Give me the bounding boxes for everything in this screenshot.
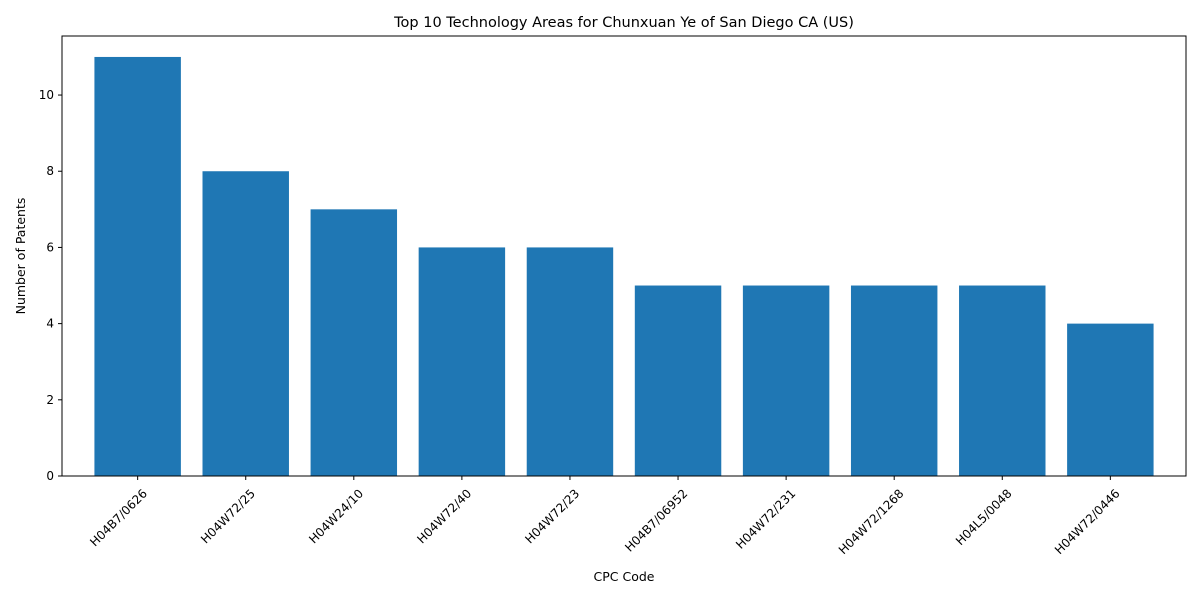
x-tick-label: H04W72/0446 — [1052, 486, 1123, 557]
y-tick-label: 10 — [39, 88, 54, 102]
x-axis-ticks: H04B7/0626 H04W72/25 H04W24/10 H04W72/40 H04… — [87, 476, 1122, 557]
y-axis-ticks: 0 2 4 6 8 10 — [39, 88, 62, 483]
x-axis-label: CPC Code — [594, 569, 655, 584]
x-tick-label: H04W72/1268 — [836, 486, 907, 557]
bar-h04w24-10 — [311, 209, 397, 476]
x-tick-label: H04B7/0626 — [87, 486, 150, 549]
bar-h04w72-0446 — [1067, 324, 1153, 476]
y-tick-label: 8 — [46, 164, 54, 178]
bar-h04w72-40 — [419, 247, 505, 476]
bar-h04b7-0626 — [94, 57, 180, 476]
bar-h04l5-0048 — [959, 286, 1045, 476]
bar-h04w72-231 — [743, 286, 829, 476]
x-tick-label: H04W72/40 — [414, 486, 474, 546]
x-tick-label: H04W72/25 — [198, 486, 258, 546]
x-tick-label: H04L5/0048 — [953, 486, 1015, 548]
x-tick-label: H04B7/06952 — [622, 486, 690, 554]
bar-h04w72-1268 — [851, 286, 937, 476]
x-tick-label: H04W72/23 — [522, 486, 582, 546]
bar-chart: Top 10 Technology Areas for Chunxuan Ye … — [0, 0, 1200, 600]
bars-group — [94, 57, 1153, 476]
bar-h04w72-23 — [527, 247, 613, 476]
bar-h04b7-06952 — [635, 286, 721, 476]
x-tick-label: H04W72/231 — [733, 486, 798, 551]
y-tick-label: 0 — [46, 469, 54, 483]
y-tick-label: 2 — [46, 393, 54, 407]
y-tick-label: 6 — [46, 240, 54, 254]
x-tick-label: H04W24/10 — [306, 486, 366, 546]
chart-title: Top 10 Technology Areas for Chunxuan Ye … — [393, 15, 854, 31]
y-axis-label: Number of Patents — [13, 198, 28, 315]
y-tick-label: 4 — [46, 317, 54, 331]
bar-h04w72-25 — [203, 171, 289, 476]
